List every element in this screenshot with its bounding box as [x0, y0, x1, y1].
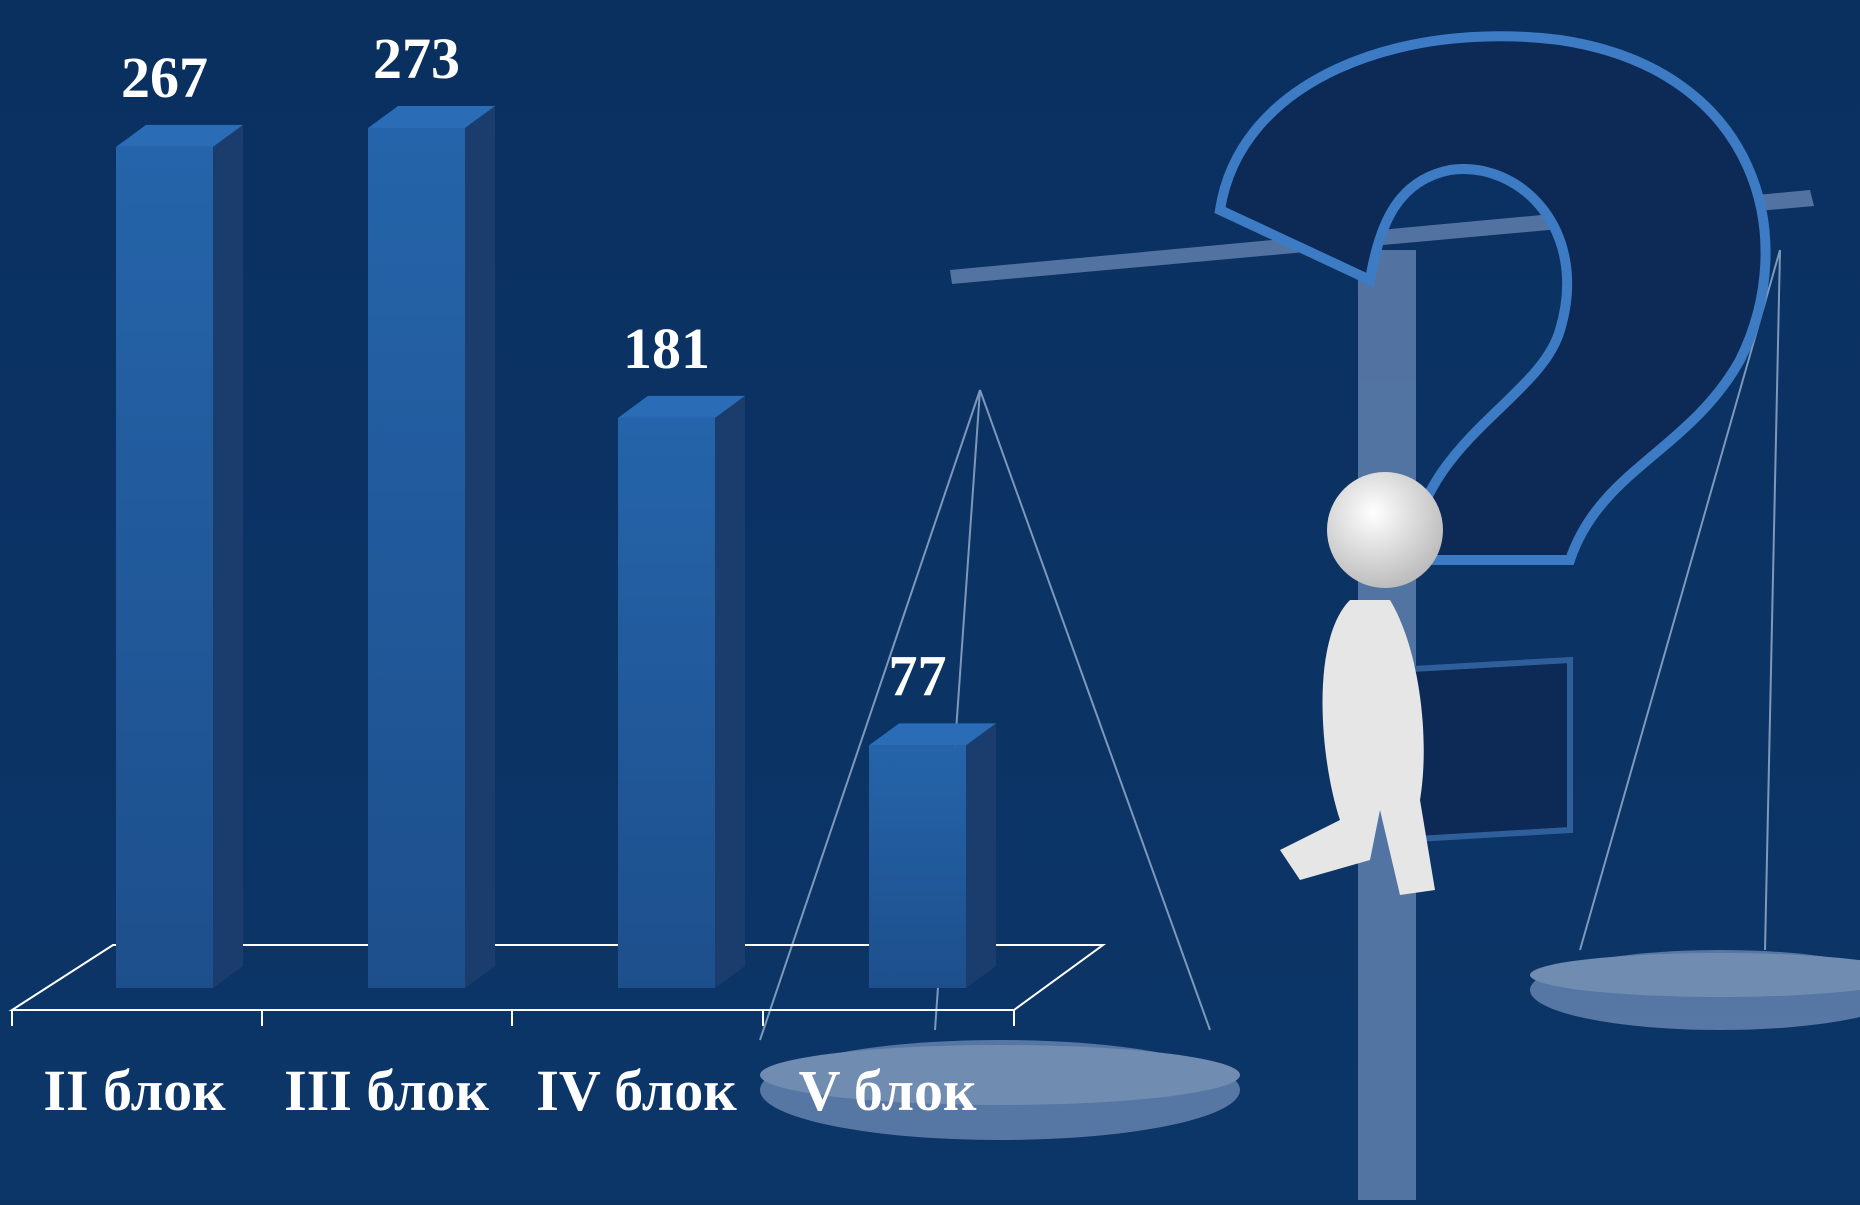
chart: 267 II блок 273 III блок 181 IV блок 77 V блок	[0, 0, 1860, 1200]
bar	[368, 128, 465, 988]
bar-side	[966, 723, 996, 988]
data-label: 273	[373, 26, 460, 91]
bar	[116, 147, 213, 988]
x-tick-label: II блок	[43, 1058, 226, 1123]
x-tick-label: V блок	[799, 1058, 977, 1123]
data-label: 181	[623, 316, 710, 381]
data-label: 267	[121, 45, 208, 110]
bar-side	[465, 106, 495, 988]
bar-side	[715, 396, 745, 988]
x-tick-label: III блок	[284, 1058, 489, 1123]
bar-side	[213, 125, 243, 988]
bar	[618, 418, 715, 988]
data-label: 77	[889, 643, 947, 708]
page: 267II блок273III блок181IV блок77V блок …	[0, 0, 1860, 1200]
x-tick-label: IV блок	[536, 1058, 737, 1123]
bar	[869, 745, 966, 988]
